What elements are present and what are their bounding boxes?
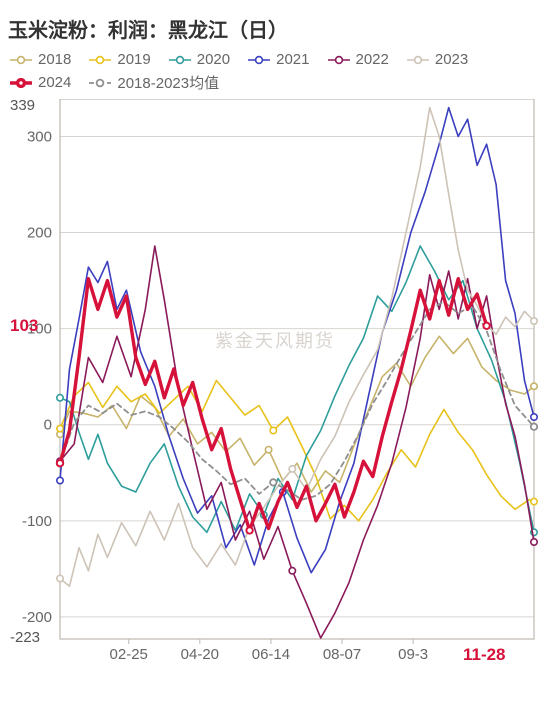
- legend-label: 2020: [197, 51, 230, 68]
- svg-text:0: 0: [44, 417, 52, 434]
- legend: 2018 2019 2020 2021 2022 2023 2024 2018-2023均值: [10, 51, 540, 93]
- svg-text:300: 300: [27, 128, 52, 145]
- series-2022: [60, 246, 534, 638]
- y-top-label: 339: [10, 97, 35, 114]
- svg-text:08-07: 08-07: [323, 646, 361, 663]
- legend-item-2024: 2024: [10, 72, 71, 93]
- svg-text:-200: -200: [22, 609, 52, 626]
- legend-label: 2023: [435, 51, 468, 68]
- last-date-label: 11-28: [463, 645, 506, 665]
- legend-label: 2022: [356, 51, 389, 68]
- svg-text:09-3: 09-3: [398, 646, 428, 663]
- last-value-label: 103: [10, 316, 38, 336]
- legend-item-2019: 2019: [89, 51, 150, 68]
- series-2023: [60, 108, 534, 587]
- legend-item-2018: 2018: [10, 51, 71, 68]
- series-2019: [60, 381, 534, 521]
- series-2018: [60, 336, 534, 492]
- legend-item-avg: 2018-2023均值: [89, 72, 219, 93]
- svg-text:200: 200: [27, 225, 52, 242]
- svg-text:02-25: 02-25: [110, 646, 148, 663]
- legend-item-2020: 2020: [169, 51, 230, 68]
- legend-label: 2018: [38, 51, 71, 68]
- legend-item-2023: 2023: [407, 51, 468, 68]
- svg-text:04-20: 04-20: [181, 646, 219, 663]
- legend-label: 2019: [117, 51, 150, 68]
- y-bottom-label: -223: [10, 629, 40, 646]
- svg-text:-100: -100: [22, 513, 52, 530]
- line-chart: -200-100010020030002-2504-2006-1408-0709…: [8, 99, 542, 673]
- legend-label: 2021: [276, 51, 309, 68]
- chart-title: 玉米淀粉：利润：黑龙江（日）: [8, 14, 542, 43]
- legend-label: 2024: [38, 74, 71, 91]
- legend-item-2022: 2022: [328, 51, 389, 68]
- svg-text:06-14: 06-14: [252, 646, 290, 663]
- legend-label: 2018-2023均值: [117, 72, 219, 93]
- chart-area: 紫金天风期货 -200-100010020030002-2504-2006-14…: [8, 99, 542, 673]
- legend-item-2021: 2021: [248, 51, 309, 68]
